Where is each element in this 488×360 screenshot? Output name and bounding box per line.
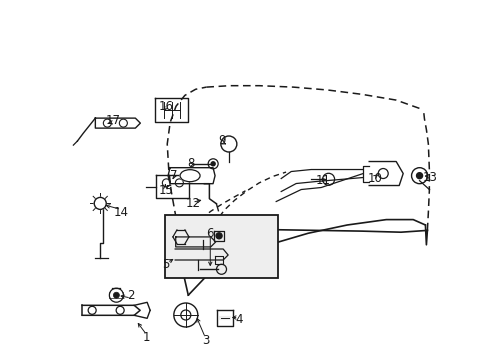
Circle shape (113, 292, 119, 298)
Text: 8: 8 (186, 157, 194, 170)
Text: 9: 9 (218, 134, 226, 147)
Text: 10: 10 (367, 172, 382, 185)
Text: 4: 4 (235, 313, 243, 326)
Text: 12: 12 (185, 197, 200, 210)
Text: 15: 15 (159, 184, 173, 197)
Text: 13: 13 (422, 171, 437, 184)
Text: 2: 2 (127, 289, 135, 302)
Text: 5: 5 (162, 258, 170, 271)
Circle shape (216, 233, 222, 239)
Text: 6: 6 (206, 227, 214, 240)
Text: 11: 11 (315, 174, 329, 187)
Circle shape (416, 173, 422, 179)
Circle shape (211, 162, 215, 166)
Text: 16: 16 (159, 100, 173, 113)
Text: 17: 17 (106, 114, 121, 127)
Bar (165, 215, 277, 278)
Text: 1: 1 (142, 331, 150, 344)
Text: 3: 3 (201, 334, 209, 347)
Ellipse shape (180, 170, 200, 182)
Text: 14: 14 (114, 206, 128, 219)
Text: 7: 7 (169, 169, 177, 182)
Circle shape (94, 197, 106, 210)
